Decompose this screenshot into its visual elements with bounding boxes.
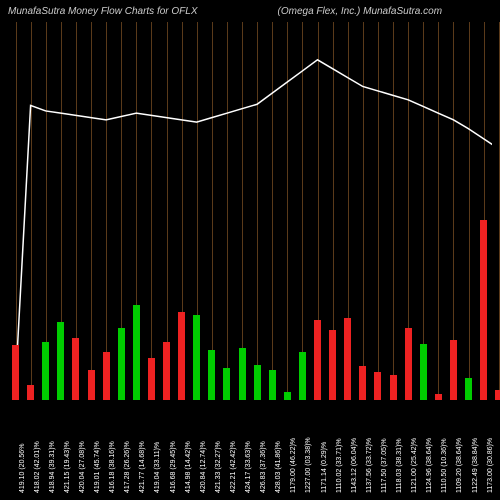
x-axis-label: 414.98 (14.42)% (185, 441, 192, 493)
money-flow-bar (72, 338, 79, 400)
x-axis-label: 428.03 (41.86)% (275, 441, 282, 493)
x-axis-label: 422.21 (42.42)% (230, 441, 237, 493)
x-axis-labels: 419.10 (20.56% 418.02 (42.01)% 418.94 (39.… (8, 405, 492, 495)
x-axis-label: 1179.00 (46.22)% (290, 438, 297, 493)
money-flow-bar (329, 330, 336, 400)
x-axis-label: 1109.20 (38.64)% (456, 438, 463, 493)
money-flow-bar (435, 394, 442, 400)
x-axis-label: 1122.49 (38.84)% (472, 438, 479, 493)
x-axis-label: 421.15 (19.43)% (64, 441, 71, 493)
x-axis-label: 1173.00 (30.86)% (487, 438, 494, 493)
x-axis-label: 1143.12 (06.04)% (351, 438, 358, 493)
money-flow-bar (495, 390, 500, 400)
money-flow-bar (480, 220, 487, 400)
money-flow-bar (390, 375, 397, 400)
x-axis-label: 417.28 (26.26)% (124, 441, 131, 493)
x-axis-label: 1110.02 (33.71)% (336, 438, 343, 493)
x-axis-label: 1171.14 (0.29)% (321, 442, 328, 493)
x-axis-label: 419.04 (33.11)% (154, 442, 161, 493)
money-flow-bar (163, 342, 170, 400)
money-flow-bar (284, 392, 291, 400)
x-axis-label: 1117.50 (37.05)% (381, 438, 388, 493)
money-flow-bar (103, 352, 110, 400)
x-axis-label: 420.84 (12.74)% (200, 441, 207, 493)
money-flow-bar (314, 320, 321, 400)
x-axis-label: 416.68 (29.45)% (170, 441, 177, 493)
money-flow-bar (299, 352, 306, 400)
money-flow-bar (374, 372, 381, 400)
money-flow-bar (359, 366, 366, 400)
money-flow-bar (12, 345, 19, 400)
money-flow-bar (42, 342, 49, 400)
money-flow-bar (148, 358, 155, 400)
x-axis-label: 1121.00 (25.42)% (411, 438, 418, 493)
x-axis-label: 421.33 (32.27)% (215, 441, 222, 493)
x-axis-label: 418.94 (39.31)% (49, 441, 56, 493)
money-flow-bar (344, 318, 351, 400)
header-left-text: MunafaSutra Money Flow Charts for OFLX (8, 6, 198, 17)
money-flow-bar (208, 350, 215, 400)
volume-bars (8, 22, 492, 400)
x-axis-label: 419.10 (20.56% (19, 444, 26, 493)
chart-header: MunafaSutra Money Flow Charts for OFLX (… (0, 6, 500, 17)
x-axis-label: 1118.03 (38.31)% (396, 438, 403, 493)
x-axis-label: 418.02 (42.01)% (34, 441, 41, 493)
x-axis-label: 1227.00 (03.38)% (305, 437, 312, 493)
x-axis-label: 426.83 (37.36)% (260, 441, 267, 493)
x-axis-label: 420.04 (27.08)% (79, 441, 86, 493)
x-axis-label: 421.77 (14.68)% (139, 441, 146, 493)
money-flow-bar (254, 365, 261, 400)
money-flow-bar (57, 322, 64, 400)
x-axis-label: 1137.56 (33.72)% (366, 438, 373, 493)
money-flow-bar (178, 312, 185, 400)
money-flow-bar (133, 305, 140, 400)
money-flow-bar (239, 348, 246, 400)
x-axis-label: 419.01 (45.74)% (94, 441, 101, 493)
money-flow-bar (193, 315, 200, 400)
money-flow-bar (223, 368, 230, 400)
money-flow-bar (465, 378, 472, 400)
money-flow-bar (269, 370, 276, 400)
header-right-text: (Omega Flex, Inc.) MunafaSutra.com (278, 6, 443, 17)
money-flow-bar (27, 385, 34, 400)
x-axis-label: 1110.50 (10.36)% (441, 438, 448, 493)
x-axis-label: 424.17 (33.63)% (245, 441, 252, 493)
money-flow-bar (88, 370, 95, 400)
money-flow-bar (450, 340, 457, 400)
x-axis-label: 1124.96 (38.64)% (426, 438, 433, 493)
money-flow-bar (420, 344, 427, 400)
x-axis-label: 416.18 (38.16)% (109, 441, 116, 493)
money-flow-bar (405, 328, 412, 400)
money-flow-bar (118, 328, 125, 400)
